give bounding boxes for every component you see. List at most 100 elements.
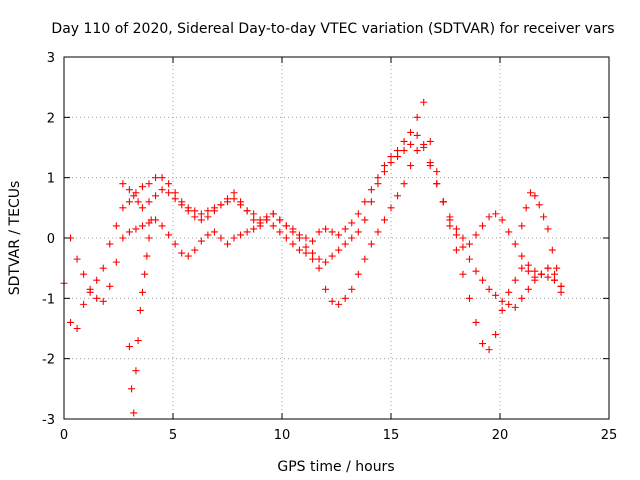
data-point xyxy=(322,285,330,293)
data-point xyxy=(341,225,349,233)
data-point xyxy=(315,255,323,263)
data-point xyxy=(197,210,205,218)
data-point xyxy=(380,216,388,224)
data-point xyxy=(165,180,173,188)
data-point xyxy=(465,255,473,263)
data-point xyxy=(197,237,205,245)
data-point xyxy=(537,270,545,278)
data-point xyxy=(354,270,362,278)
data-point xyxy=(465,240,473,248)
data-point xyxy=(446,222,454,230)
data-point xyxy=(540,213,548,221)
data-point xyxy=(302,243,310,251)
data-point xyxy=(413,113,421,121)
data-point xyxy=(138,288,146,296)
data-point xyxy=(465,294,473,302)
data-point xyxy=(518,252,526,260)
data-point xyxy=(322,225,330,233)
x-tick-label: 5 xyxy=(169,428,177,443)
data-point xyxy=(315,228,323,236)
data-point xyxy=(407,162,415,170)
data-point xyxy=(138,183,146,191)
data-point xyxy=(158,174,166,182)
data-point xyxy=(361,216,369,224)
data-point xyxy=(354,210,362,218)
data-point xyxy=(492,291,500,299)
data-point xyxy=(250,225,258,233)
data-point xyxy=(479,276,487,284)
data-point xyxy=(302,249,310,257)
data-point xyxy=(511,303,519,311)
data-point xyxy=(361,255,369,263)
data-point xyxy=(152,174,160,182)
data-point xyxy=(548,246,556,254)
data-point xyxy=(178,249,186,257)
data-point xyxy=(67,318,75,326)
data-point xyxy=(80,270,88,278)
data-point xyxy=(250,216,258,224)
data-point xyxy=(420,144,428,151)
data-point xyxy=(407,128,415,136)
x-tick-label: 20 xyxy=(492,428,509,443)
data-point xyxy=(184,252,192,260)
data-point xyxy=(524,261,532,269)
data-point xyxy=(224,240,231,248)
data-point xyxy=(531,192,539,200)
data-point xyxy=(136,306,144,314)
data-point xyxy=(143,252,151,260)
data-point xyxy=(557,282,565,290)
data-point xyxy=(165,189,173,197)
data-point xyxy=(119,234,127,242)
data-point xyxy=(433,180,441,188)
data-point xyxy=(551,276,558,284)
data-point xyxy=(328,297,336,305)
data-point xyxy=(413,147,421,155)
axis-ticks: 0 5 10 15 20 25 -3 -2 -1 0 1 2 3 xyxy=(42,51,617,443)
data-point xyxy=(269,210,277,218)
data-point xyxy=(125,228,133,236)
y-tick-label: 1 xyxy=(47,172,55,187)
data-point xyxy=(472,318,480,326)
series-track-C xyxy=(119,131,558,281)
data-point xyxy=(302,234,310,242)
data-point xyxy=(125,198,133,206)
data-point xyxy=(492,210,500,218)
data-point xyxy=(145,198,153,206)
grid xyxy=(64,57,609,419)
data-point xyxy=(553,264,561,272)
data-point xyxy=(459,270,467,278)
data-point xyxy=(128,385,136,393)
data-point xyxy=(535,201,543,209)
data-point xyxy=(348,234,356,242)
data-point xyxy=(485,285,493,293)
data-point xyxy=(152,192,160,200)
data-point xyxy=(191,207,199,215)
data-point xyxy=(354,228,362,236)
data-point xyxy=(531,276,539,284)
data-point xyxy=(145,234,153,242)
data-points xyxy=(60,98,565,417)
data-point xyxy=(134,337,142,345)
data-point xyxy=(282,234,290,242)
data-point xyxy=(210,228,218,236)
data-point xyxy=(125,186,133,194)
data-point xyxy=(511,240,519,248)
data-point xyxy=(178,201,186,209)
data-point xyxy=(335,231,343,239)
data-point xyxy=(80,300,88,308)
data-point xyxy=(243,207,251,215)
data-point xyxy=(452,225,460,233)
data-point xyxy=(498,306,506,314)
data-point xyxy=(492,331,500,339)
data-point xyxy=(498,216,506,224)
data-point xyxy=(452,246,460,254)
data-point xyxy=(544,225,552,233)
data-point xyxy=(145,180,153,188)
data-point xyxy=(348,285,356,293)
data-point xyxy=(459,243,467,251)
data-point xyxy=(335,300,343,308)
data-point xyxy=(295,246,303,254)
data-point xyxy=(335,246,343,254)
data-point xyxy=(387,204,395,212)
